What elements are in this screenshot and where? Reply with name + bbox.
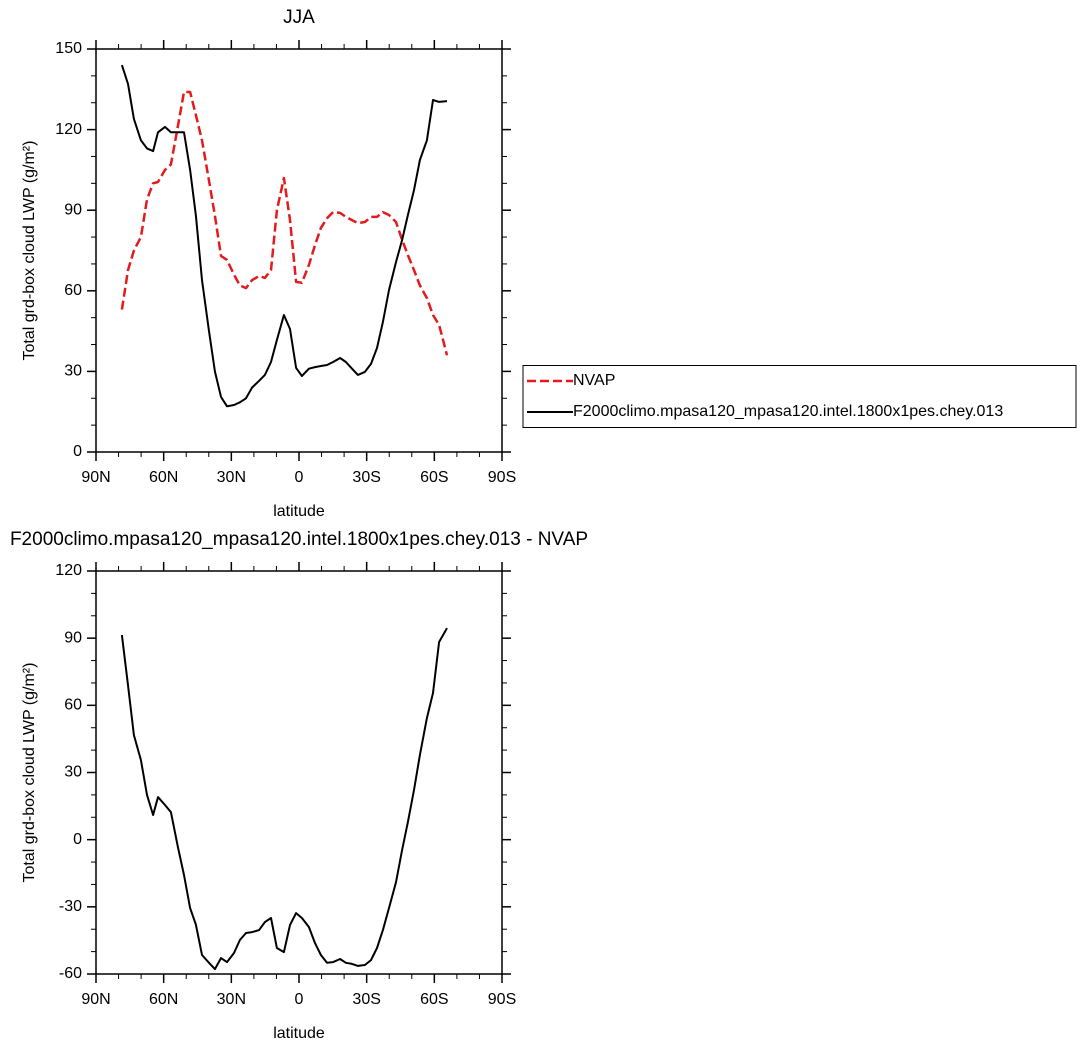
x-tick-label: 30N [217, 469, 246, 486]
x-axis-label: latitude [273, 503, 325, 520]
plot-frame [95, 48, 503, 453]
y-tick-label: -60 [59, 965, 82, 982]
y-tick-label: 150 [55, 40, 82, 57]
x-tick-label: 60N [149, 469, 178, 486]
y-tick-label: 90 [64, 629, 82, 646]
y-tick-label: 120 [55, 562, 82, 579]
data-line [120, 627, 448, 971]
x-tick-label: 90S [488, 469, 516, 486]
legend-box [522, 365, 1077, 428]
y-tick-label: 90 [64, 201, 82, 218]
data-line [120, 90, 449, 356]
x-tick-label: 0 [295, 469, 304, 486]
x-tick-label: 90N [81, 991, 110, 1008]
x-tick-label: 0 [295, 991, 304, 1008]
x-tick-label: 30N [217, 991, 246, 1008]
x-tick-label: 60S [420, 469, 448, 486]
legend-label: F2000climo.mpasa120_mpasa120.intel.1800x… [573, 403, 1003, 420]
legend: NVAP F2000climo.mpasa120_mpasa120.intel.1… [522, 365, 1077, 428]
y-tick-label: 60 [64, 697, 82, 714]
y-tick-label: -30 [59, 898, 82, 915]
x-tick-label: 30S [352, 469, 380, 486]
y-tick-label: 30 [64, 363, 82, 380]
y-tick-label: 30 [64, 764, 82, 781]
x-axis-label: latitude [273, 1025, 325, 1042]
x-tick-label: 30S [352, 991, 380, 1008]
chart-title: JJA [283, 7, 315, 28]
plot-frame [95, 570, 503, 975]
y-tick-label: 120 [55, 121, 82, 138]
y-tick-label: 0 [73, 443, 82, 460]
y-axis-label: Total grd-box cloud LWP (g/m²) [21, 141, 38, 361]
x-tick-label: 90S [488, 991, 516, 1008]
x-tick-label: 60S [420, 991, 448, 1008]
y-axis-label: Total grd-box cloud LWP (g/m²) [21, 663, 38, 883]
chart-title: F2000climo.mpasa120_mpasa120.intel.1800x… [10, 529, 588, 550]
y-tick-label: 0 [73, 831, 82, 848]
x-tick-label: 90N [81, 469, 110, 486]
data-line [120, 64, 448, 408]
legend-label: NVAP [573, 372, 615, 389]
x-tick-label: 60N [149, 991, 178, 1008]
y-tick-label: 60 [64, 282, 82, 299]
